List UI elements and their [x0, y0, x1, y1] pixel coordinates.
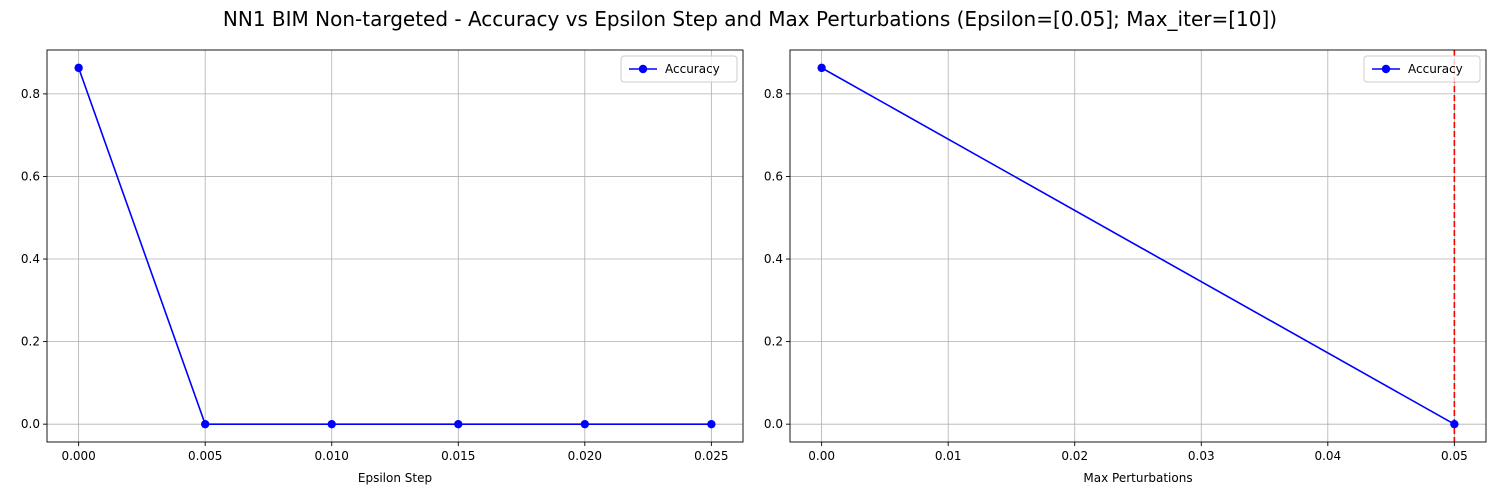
x-tick-label: 0.010 — [315, 449, 349, 463]
series-line — [77, 67, 712, 425]
legend: Accuracy — [620, 55, 738, 83]
y-tick-label: 0.2 — [21, 335, 40, 349]
x-tick-label: 0.02 — [1061, 449, 1088, 463]
y-tick-label: 0.6 — [764, 169, 783, 183]
data-point — [1450, 419, 1459, 429]
y-tick-label: 0.0 — [764, 417, 783, 431]
legend-marker — [1381, 64, 1391, 74]
x-tick-label: 0.000 — [61, 449, 95, 463]
x-tick-label: 0.03 — [1188, 449, 1215, 463]
x-tick-label: 0.05 — [1441, 449, 1468, 463]
x-axis-label: Max Perturbations — [1083, 471, 1192, 485]
x-axis-label: Epsilon Step — [358, 471, 432, 485]
data-point — [74, 63, 83, 73]
subplot-2: 0.00 0.01 0.02 0.03 0.04 0.05 0.0 0.2 0.4 0.6 0.8 M… — [764, 49, 1487, 485]
subplot-1: 0.000 0.005 0.010 0.015 0.020 0.025 0.0 0.2 0.4 0… — [21, 49, 744, 485]
x-tick-label: 0.015 — [441, 449, 475, 463]
series-line — [821, 67, 1455, 425]
plots: 0.000 0.005 0.010 0.015 0.020 0.0250.00.20.40… — [21, 49, 1487, 485]
legend-marker — [638, 64, 648, 74]
data-point — [817, 63, 826, 73]
x-tick-label: 0.04 — [1314, 449, 1341, 463]
data-point — [200, 419, 210, 429]
x-tick-label: 0.005 — [188, 449, 222, 463]
x-tick-label: 0.025 — [694, 449, 728, 463]
legend-label: Accuracy — [1408, 62, 1463, 76]
y-tick-label: 0.4 — [21, 252, 40, 266]
axes-frame — [789, 49, 1487, 443]
data-point — [454, 419, 463, 429]
y-tick-label: 0.6 — [21, 169, 40, 183]
x-tick-label: 0.00 — [808, 449, 835, 463]
legend-box — [620, 55, 738, 83]
y-tick-label: 0.0 — [21, 417, 40, 431]
figure-title: NN1 BIM Non-targeted - Accuracy vs Epsil… — [223, 7, 1277, 31]
axes-frame — [46, 49, 744, 443]
data-point — [580, 419, 590, 429]
y-tick-label: 0.8 — [21, 87, 40, 101]
x-tick-label: 0.01 — [935, 449, 962, 463]
y-tick-label: 0.8 — [764, 87, 783, 101]
y-tick-label: 0.4 — [764, 252, 783, 266]
data-point — [327, 419, 336, 429]
legend-box — [1363, 55, 1481, 83]
y-tick-label: 0.2 — [764, 335, 783, 349]
x-tick-label: 0.020 — [568, 449, 602, 463]
legend: Accuracy — [1363, 55, 1481, 83]
data-point — [707, 419, 716, 429]
legend-label: Accuracy — [665, 62, 720, 76]
